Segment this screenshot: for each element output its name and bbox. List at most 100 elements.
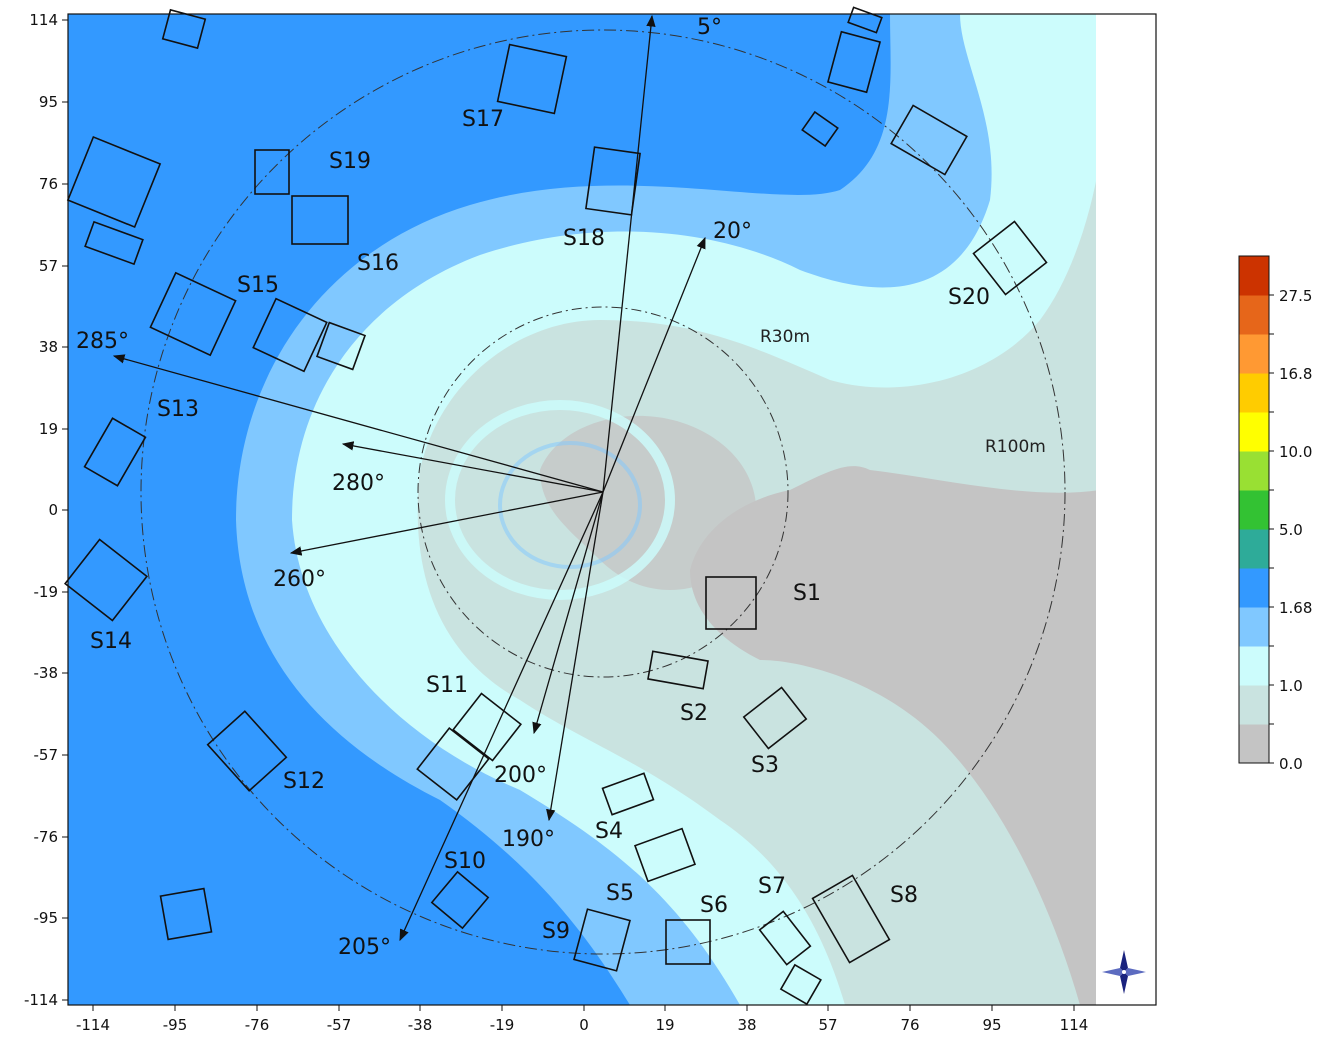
colorbar-band-0 — [1239, 724, 1269, 764]
colorbar-label: 27.5 — [1279, 287, 1312, 305]
colorbar-band-7 — [1239, 451, 1269, 491]
colorbar-ticks — [1269, 294, 1274, 764]
x-tick: -57 — [327, 1016, 352, 1034]
arrow-190 — [546, 491, 604, 822]
arrow-20 — [602, 236, 706, 493]
arrow-205 — [399, 491, 604, 942]
x-tick: 114 — [1060, 1016, 1089, 1034]
x-tick: 76 — [900, 1016, 919, 1034]
x-tick: -95 — [163, 1016, 188, 1034]
y-tick: -19 — [34, 583, 59, 601]
arrow-260 — [289, 491, 604, 556]
x-tick: 19 — [655, 1016, 674, 1034]
colorbar-band-3 — [1239, 607, 1269, 647]
label-s8: S8 — [890, 883, 918, 908]
y-tick: -95 — [34, 909, 59, 927]
colorbar-band-6 — [1239, 490, 1269, 530]
building-s16 — [315, 321, 367, 371]
building-s5 — [633, 827, 697, 883]
colorbar-band-12 — [1239, 256, 1269, 296]
building-s16b — [291, 195, 349, 245]
building-s19b — [66, 135, 162, 229]
building-s7 — [758, 910, 812, 966]
building-s8 — [811, 874, 891, 964]
x-tick: -114 — [76, 1016, 110, 1034]
x-tick: 95 — [982, 1016, 1001, 1034]
label-s4: S4 — [595, 819, 623, 844]
building-s15a — [149, 271, 237, 357]
building-s10 — [430, 870, 490, 930]
contour-field — [68, 14, 1156, 1005]
arrow-label-280: 280° — [332, 471, 385, 496]
y-axis — [62, 19, 68, 1001]
y-tick: 38 — [39, 338, 58, 356]
arrow-280 — [341, 441, 604, 493]
colorbar-label: 1.0 — [1279, 677, 1303, 695]
arrow-label-200: 200° — [494, 763, 547, 788]
circle-r30 — [417, 306, 789, 678]
x-tick: -19 — [490, 1016, 515, 1034]
colorbar: 0.0 1.0 1.68 5.0 10.0 16.8 27.5 — [1238, 255, 1312, 773]
colorbar-label: 0.0 — [1279, 755, 1303, 773]
building-s12 — [206, 710, 288, 792]
x-tick: 38 — [737, 1016, 756, 1034]
label-s14: S14 — [90, 629, 132, 654]
label-s17: S17 — [462, 107, 504, 132]
label-s16: S16 — [357, 251, 399, 276]
building-ne3 — [801, 110, 839, 148]
y-tick: 19 — [39, 420, 58, 438]
arrow-labels: 5° 20° 285° 280° 260° 200° 190° 205° — [76, 15, 752, 960]
y-tick: 0 — [48, 501, 58, 519]
wind-arrows — [112, 14, 706, 942]
arrow-label-190: 190° — [502, 827, 555, 852]
grey-zone — [690, 466, 1100, 1005]
label-s18: S18 — [563, 226, 605, 251]
label-s10: S10 — [444, 849, 486, 874]
building-s13 — [83, 417, 147, 487]
colorbar-band-5 — [1239, 529, 1269, 569]
arrow-285 — [112, 354, 604, 493]
building-s3 — [742, 686, 808, 750]
label-s11: S11 — [426, 673, 468, 698]
colorbar-bands — [1239, 256, 1269, 764]
colorbar-label: 5.0 — [1279, 521, 1303, 539]
colorbar-label: 10.0 — [1279, 443, 1312, 461]
building-s9 — [573, 908, 631, 972]
building-ne4 — [847, 6, 883, 34]
y-tick: 95 — [39, 93, 58, 111]
arrow-label-5: 5° — [697, 15, 722, 40]
building-s1 — [705, 576, 757, 630]
colorbar-band-8 — [1239, 412, 1269, 452]
swirl-ring-a — [445, 400, 675, 600]
colorbar-label: 1.68 — [1279, 599, 1312, 617]
label-s15: S15 — [237, 273, 279, 298]
swirl-ring-b — [498, 441, 642, 569]
label-s12: S12 — [283, 769, 325, 794]
building-s19c — [84, 220, 144, 266]
label-r30: R30m — [760, 327, 810, 347]
colorbar-frame — [1238, 255, 1270, 764]
label-s2: S2 — [680, 701, 708, 726]
buildings — [63, 6, 1048, 1006]
x-tick: -76 — [245, 1016, 270, 1034]
compass-rose-icon — [1102, 950, 1146, 994]
y-tick: 114 — [29, 11, 58, 29]
building-s15b — [252, 297, 328, 373]
y-tick: -114 — [24, 991, 58, 1009]
x-tick: -38 — [408, 1016, 433, 1034]
colorbar-label: 16.8 — [1279, 365, 1312, 383]
x-tick: 57 — [818, 1016, 837, 1034]
building-s19 — [254, 149, 290, 195]
label-s5: S5 — [606, 881, 634, 906]
x-tick: 0 — [579, 1016, 589, 1034]
colorbar-band-10 — [1239, 334, 1269, 374]
building-labels: S1 S2 S3 S4 S5 S6 S7 S8 S9 S10 S11 S12 S… — [90, 107, 990, 944]
label-s3: S3 — [751, 753, 779, 778]
building-s6 — [665, 919, 711, 965]
radius-circles: R30m R100m — [140, 29, 1066, 955]
arrow-label-20: 20° — [713, 219, 752, 244]
label-s20: S20 — [948, 285, 990, 310]
label-s9: S9 — [542, 919, 570, 944]
building-s2 — [647, 650, 709, 690]
colorbar-band-2 — [1239, 646, 1269, 686]
